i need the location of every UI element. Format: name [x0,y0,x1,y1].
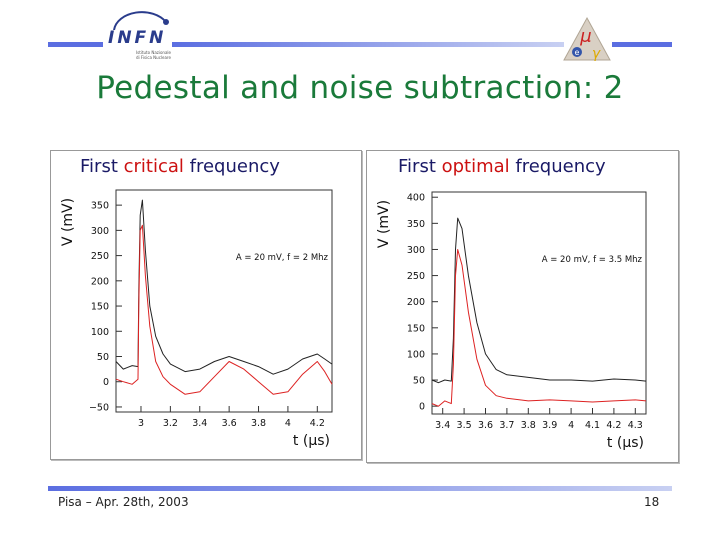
x-tick-label: 4.1 [585,420,600,431]
chart-panel-left [50,150,362,460]
svg-text:γ: γ [592,46,601,62]
y-tick-label: 200 [91,276,109,287]
svg-text:μ: μ [579,26,591,47]
y-tick-label: 250 [91,251,109,262]
infn-logo-text: INFN [108,28,167,48]
y-tick-label: 400 [407,193,425,204]
plot-frame [431,191,647,415]
x-tick-label: 3.7 [499,420,514,431]
x-tick-label: 3.6 [478,420,493,431]
header-bar-right [612,42,672,47]
chart-annotation: A = 20 mV, f = 2 Mhz [236,253,329,263]
chart-left: −50 0 50 100 150 200 250 300 350 3 3.2 3.4 3.6 3.8 4 4.… [60,189,333,449]
x-axis-label: t (µs) [293,433,330,449]
y-tick-label: 250 [407,271,425,282]
caption-left: First critical frequency [80,156,280,177]
x-tick-label: 3.9 [542,420,557,431]
footer-date: Pisa – Apr. 28th, 2003 [58,495,189,509]
y-tick-label: 50 [97,352,109,363]
y-tick-label: 200 [407,297,425,308]
y-axis-label: V (mV) [376,200,392,248]
y-tick-label: 150 [91,302,109,313]
x-tick-label: 3.4 [192,418,207,429]
x-tick-label: 3.8 [251,418,266,429]
x-tick-label: 3.4 [435,420,450,431]
y-tick-label: 350 [91,201,109,212]
infn-logo-icon [113,11,169,31]
chart-panel-right [366,150,679,463]
y-tick-label: 100 [407,349,425,360]
header-bar-center [172,42,564,47]
x-tick-label: 3.2 [163,418,178,429]
x-tick-label: 3.6 [222,418,237,429]
x-tick-label: 4.2 [606,420,621,431]
x-tick-label: 3.8 [521,420,536,431]
caption-right: First optimal frequency [398,156,606,177]
x-tick-label: 3.5 [457,420,472,431]
y-axis-label: V (mV) [60,198,76,246]
x-tick-label: 4.3 [628,420,643,431]
page-title: Pedestal and noise subtraction: 2 [96,70,624,106]
chart-annotation: A = 20 mV, f = 3.5 Mhz [542,255,643,265]
y-tick-label: 50 [413,376,425,387]
x-tick-label: 4 [568,420,574,431]
y-tick-label: 300 [91,226,109,237]
series-line [431,217,647,384]
series-line [115,224,333,395]
y-tick-label: 0 [419,402,425,413]
caption-right-pre: First [398,156,442,177]
caption-left-highlight: critical [123,156,184,177]
caption-right-post: frequency [509,156,606,177]
plot-frame [115,189,333,413]
x-tick-label: 4.2 [310,418,325,429]
y-tick-label: 0 [103,377,109,388]
chart-right: 0 50 100 150 200 250 300 350 400 3.4 3.5 3.6 3.7 3.8 3… [376,191,647,451]
header-bar-left [48,42,103,47]
caption-left-pre: First [80,156,124,177]
x-tick-label: 4 [285,418,291,429]
x-tick-label: 3 [138,418,144,429]
y-tick-label: 100 [91,327,109,338]
y-tick-label: 350 [407,219,425,230]
y-tick-label: 300 [407,245,425,256]
infn-logo-subtext: Istituto Nazionale di Fisica Nucleare [136,50,171,60]
svg-text:e: e [575,48,580,57]
y-tick-label: 150 [407,323,425,334]
x-axis-label: t (µs) [607,435,644,451]
series-line [431,249,647,407]
page-number: 18 [644,495,660,509]
footer-bar [48,486,672,491]
caption-right-highlight: optimal [441,156,510,177]
y-tick-label: −50 [89,402,109,413]
mu-egamma-logo-icon: μ e γ [563,16,611,62]
caption-left-post: frequency [183,156,280,177]
